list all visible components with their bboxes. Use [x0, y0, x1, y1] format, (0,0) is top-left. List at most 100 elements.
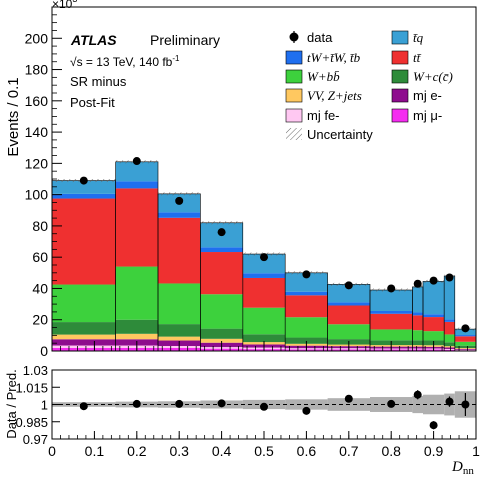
- legend-label-unc: Uncertainty: [307, 127, 373, 142]
- y-tick-label: 0: [40, 343, 48, 359]
- x-axis-label: Dnn: [451, 459, 474, 477]
- ratio-y-tick-label: 1: [41, 398, 48, 413]
- ratio-y-axis-label: Data / Pred.: [4, 369, 19, 438]
- bar-VV-11: [454, 348, 476, 349]
- bar-Wbb-8: [412, 330, 423, 341]
- main-panel: 0 20 40 60 80 100 120 140 160 180 200: [25, 6, 477, 359]
- bar-tW-9: [423, 314, 445, 318]
- legend-label-ttbar: tt̄: [413, 50, 422, 65]
- bar-tq-4: [242, 254, 286, 274]
- ratio-x-tick-label: 1: [472, 443, 480, 459]
- y-tick-label: 180: [25, 62, 49, 78]
- data-point-0: [79, 176, 88, 185]
- ratio-point-0: [79, 402, 88, 411]
- bar-tq-8: [412, 286, 423, 313]
- stacked-histogram: [51, 160, 477, 352]
- legend-swatch-mjfe: [285, 108, 303, 123]
- bar-mjmu-0: [52, 347, 116, 351]
- ratio-point-11: [461, 400, 470, 409]
- bar-Wbb-2: [158, 283, 201, 325]
- bar-mje-0: [52, 339, 116, 346]
- bar-ttbar-9: [423, 317, 445, 332]
- legend-swatch-mje: [391, 88, 409, 103]
- region-label: SR minus: [70, 74, 127, 89]
- bar-Wbb-5: [285, 317, 328, 338]
- ratio-point-10: [445, 397, 454, 406]
- main-x-ticks: [51, 341, 477, 351]
- ratio-y-tick-label: 1.015: [15, 380, 48, 395]
- legend-label-mjfe: mj fe-: [307, 108, 340, 123]
- ratio-point-1: [132, 399, 141, 408]
- bar-tW-6: [327, 302, 370, 306]
- legend-label-Wbb: W+bb̄: [307, 69, 340, 84]
- atlas-label: ATLAS: [70, 32, 117, 48]
- bar-tW-7: [370, 310, 413, 314]
- bar-VV-3: [200, 338, 243, 343]
- bar-Wbb-0: [52, 284, 116, 323]
- bar-Wcc-4: [242, 334, 286, 343]
- ratio-x-ticks: 0 0.1 0.2 0.3 0.4 0.5 0.6 0.7 0.8 0.9 1: [48, 431, 480, 459]
- data-point-3: [217, 228, 226, 237]
- legend-swatch-VV: [285, 88, 303, 103]
- bar-Wcc-8: [412, 340, 423, 346]
- bar-mje-8: [412, 346, 423, 349]
- bar-mje-11: [454, 348, 476, 350]
- data-point-5: [302, 270, 311, 279]
- bar-tW-3: [200, 247, 243, 253]
- bar-tq-9: [423, 281, 445, 315]
- bar-ttbar-4: [242, 277, 286, 308]
- data-point-1: [132, 157, 141, 166]
- bar-ttbar-0: [52, 198, 116, 285]
- legend-swatch-tW: [285, 50, 303, 65]
- bar-VV-0: [52, 334, 116, 340]
- bar-ttbar-8: [412, 315, 423, 331]
- bar-tW-5: [285, 291, 328, 296]
- energy-lumi-label: √s = 13 TeV, 140 fb-1: [70, 54, 180, 69]
- ratio-points: [79, 390, 470, 430]
- ratio-y-tick-label: 1.03: [23, 363, 48, 378]
- legend-label-tq: t̄q: [413, 30, 424, 45]
- bar-tW-11: [454, 335, 476, 337]
- bar-Wcc-5: [285, 337, 328, 344]
- ratio-x-tick-label: 0.2: [127, 443, 147, 459]
- main-y-ticks: 0 20 40 60 80 100 120 140 160 180 200: [25, 14, 62, 359]
- ratio-x-tick-label: 0.3: [169, 443, 189, 459]
- bar-ttbar-5: [285, 295, 328, 318]
- data-point-7: [387, 284, 396, 293]
- data-point-9: [429, 276, 438, 285]
- ratio-x-tick-label: 0.8: [381, 443, 401, 459]
- bar-Wbb-9: [423, 331, 445, 341]
- bar-Wcc-1: [115, 319, 158, 334]
- bar-ttbar-1: [115, 188, 158, 267]
- bar-tW-0: [52, 193, 116, 199]
- bar-mjfe-0: [52, 345, 116, 348]
- legend-swatch-ttbar: [391, 50, 409, 65]
- bar-mjmu-8: [412, 349, 423, 351]
- y-tick-label: 140: [25, 124, 49, 140]
- main-y-axis-label: Events / 0.1: [5, 77, 22, 156]
- y-tick-label: 120: [25, 155, 49, 171]
- ratio-y-tick-label: 0.97: [23, 432, 48, 447]
- ratio-x-tick-label: 0.9: [424, 443, 444, 459]
- bar-ttbar-3: [200, 252, 243, 295]
- bar-Wbb-4: [242, 307, 286, 335]
- y-tick-label: 20: [32, 312, 48, 328]
- bar-mjfe-10: [444, 348, 455, 350]
- bar-ttbar-10: [444, 321, 455, 335]
- y-multiplier: ×103: [52, 0, 77, 11]
- bar-tW-10: [444, 319, 455, 322]
- bar-Wbb-3: [200, 294, 243, 329]
- ratio-x-tick-label: 0.4: [212, 443, 232, 459]
- ratio-point-8: [413, 390, 422, 399]
- ratio-x-tick-label: 0.6: [297, 443, 317, 459]
- ratio-point-2: [175, 399, 184, 408]
- legend-swatch-mjmu: [391, 108, 409, 123]
- bar-tW-1: [115, 181, 158, 189]
- bar-ttbar-7: [370, 313, 413, 330]
- y-tick-label: 60: [32, 249, 48, 265]
- ratio-x-tick-label: 0: [48, 443, 56, 459]
- ratio-x-tick-label: 0.1: [85, 443, 105, 459]
- bar-Wbb-7: [370, 329, 413, 341]
